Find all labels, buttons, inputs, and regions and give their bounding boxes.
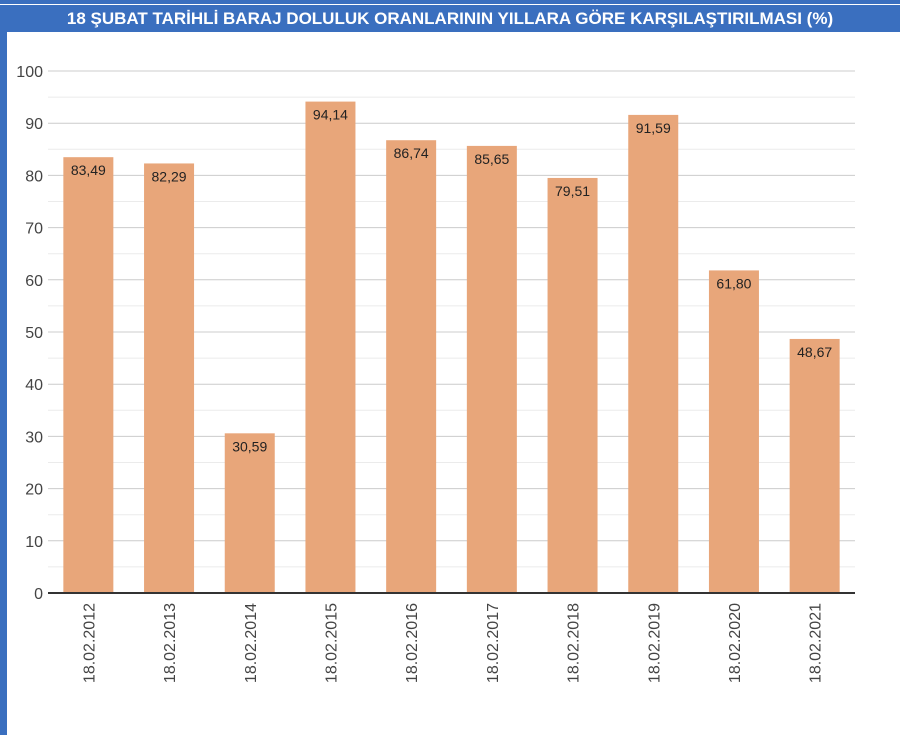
y-tick-label: 60 bbox=[25, 273, 43, 290]
bar bbox=[466, 145, 517, 594]
x-tick-label: 18.02.2021 bbox=[808, 603, 825, 683]
data-label: 82,29 bbox=[152, 168, 187, 184]
x-tick-label: 18.02.2016 bbox=[404, 603, 421, 683]
y-tick-label: 100 bbox=[16, 64, 43, 81]
data-label: 48,67 bbox=[797, 344, 832, 360]
bar bbox=[386, 140, 437, 593]
data-label: 91,59 bbox=[636, 120, 671, 136]
y-tick-label: 10 bbox=[25, 534, 43, 551]
data-label: 79,51 bbox=[555, 183, 590, 199]
bar bbox=[144, 163, 195, 593]
y-tick-label: 50 bbox=[25, 325, 43, 342]
y-tick-label: 0 bbox=[34, 586, 43, 603]
x-tick-label: 18.02.2017 bbox=[485, 603, 502, 683]
bar bbox=[789, 338, 840, 593]
x-tick-label: 18.02.2020 bbox=[727, 603, 744, 683]
data-label: 61,80 bbox=[716, 275, 751, 291]
x-tick-label: 18.02.2019 bbox=[646, 603, 663, 683]
bar bbox=[547, 177, 598, 593]
x-tick-label: 18.02.2014 bbox=[243, 603, 260, 683]
y-tick-label: 70 bbox=[25, 221, 43, 238]
data-label: 85,65 bbox=[474, 151, 509, 167]
bar bbox=[708, 270, 759, 593]
y-tick-label: 20 bbox=[25, 482, 43, 499]
left-border bbox=[0, 5, 7, 735]
x-tick-label: 18.02.2012 bbox=[81, 603, 98, 683]
bar bbox=[63, 157, 114, 594]
bar bbox=[628, 114, 679, 593]
x-tick-label: 18.02.2015 bbox=[323, 603, 340, 683]
chart-title: 18 ŞUBAT TARİHLİ BARAJ DOLULUK ORANLARIN… bbox=[0, 5, 900, 32]
x-tick-label: 18.02.2013 bbox=[162, 603, 179, 683]
data-label: 94,14 bbox=[313, 107, 348, 123]
bar bbox=[224, 433, 275, 593]
data-label: 86,74 bbox=[394, 145, 429, 161]
y-tick-label: 30 bbox=[25, 429, 43, 446]
y-tick-label: 80 bbox=[25, 168, 43, 185]
x-tick-label: 18.02.2018 bbox=[566, 603, 583, 683]
data-label: 30,59 bbox=[232, 438, 267, 454]
y-tick-label: 90 bbox=[25, 116, 43, 133]
top-border bbox=[0, 0, 900, 4]
bar bbox=[305, 101, 356, 593]
data-label: 83,49 bbox=[71, 162, 106, 178]
y-tick-label: 40 bbox=[25, 377, 43, 394]
